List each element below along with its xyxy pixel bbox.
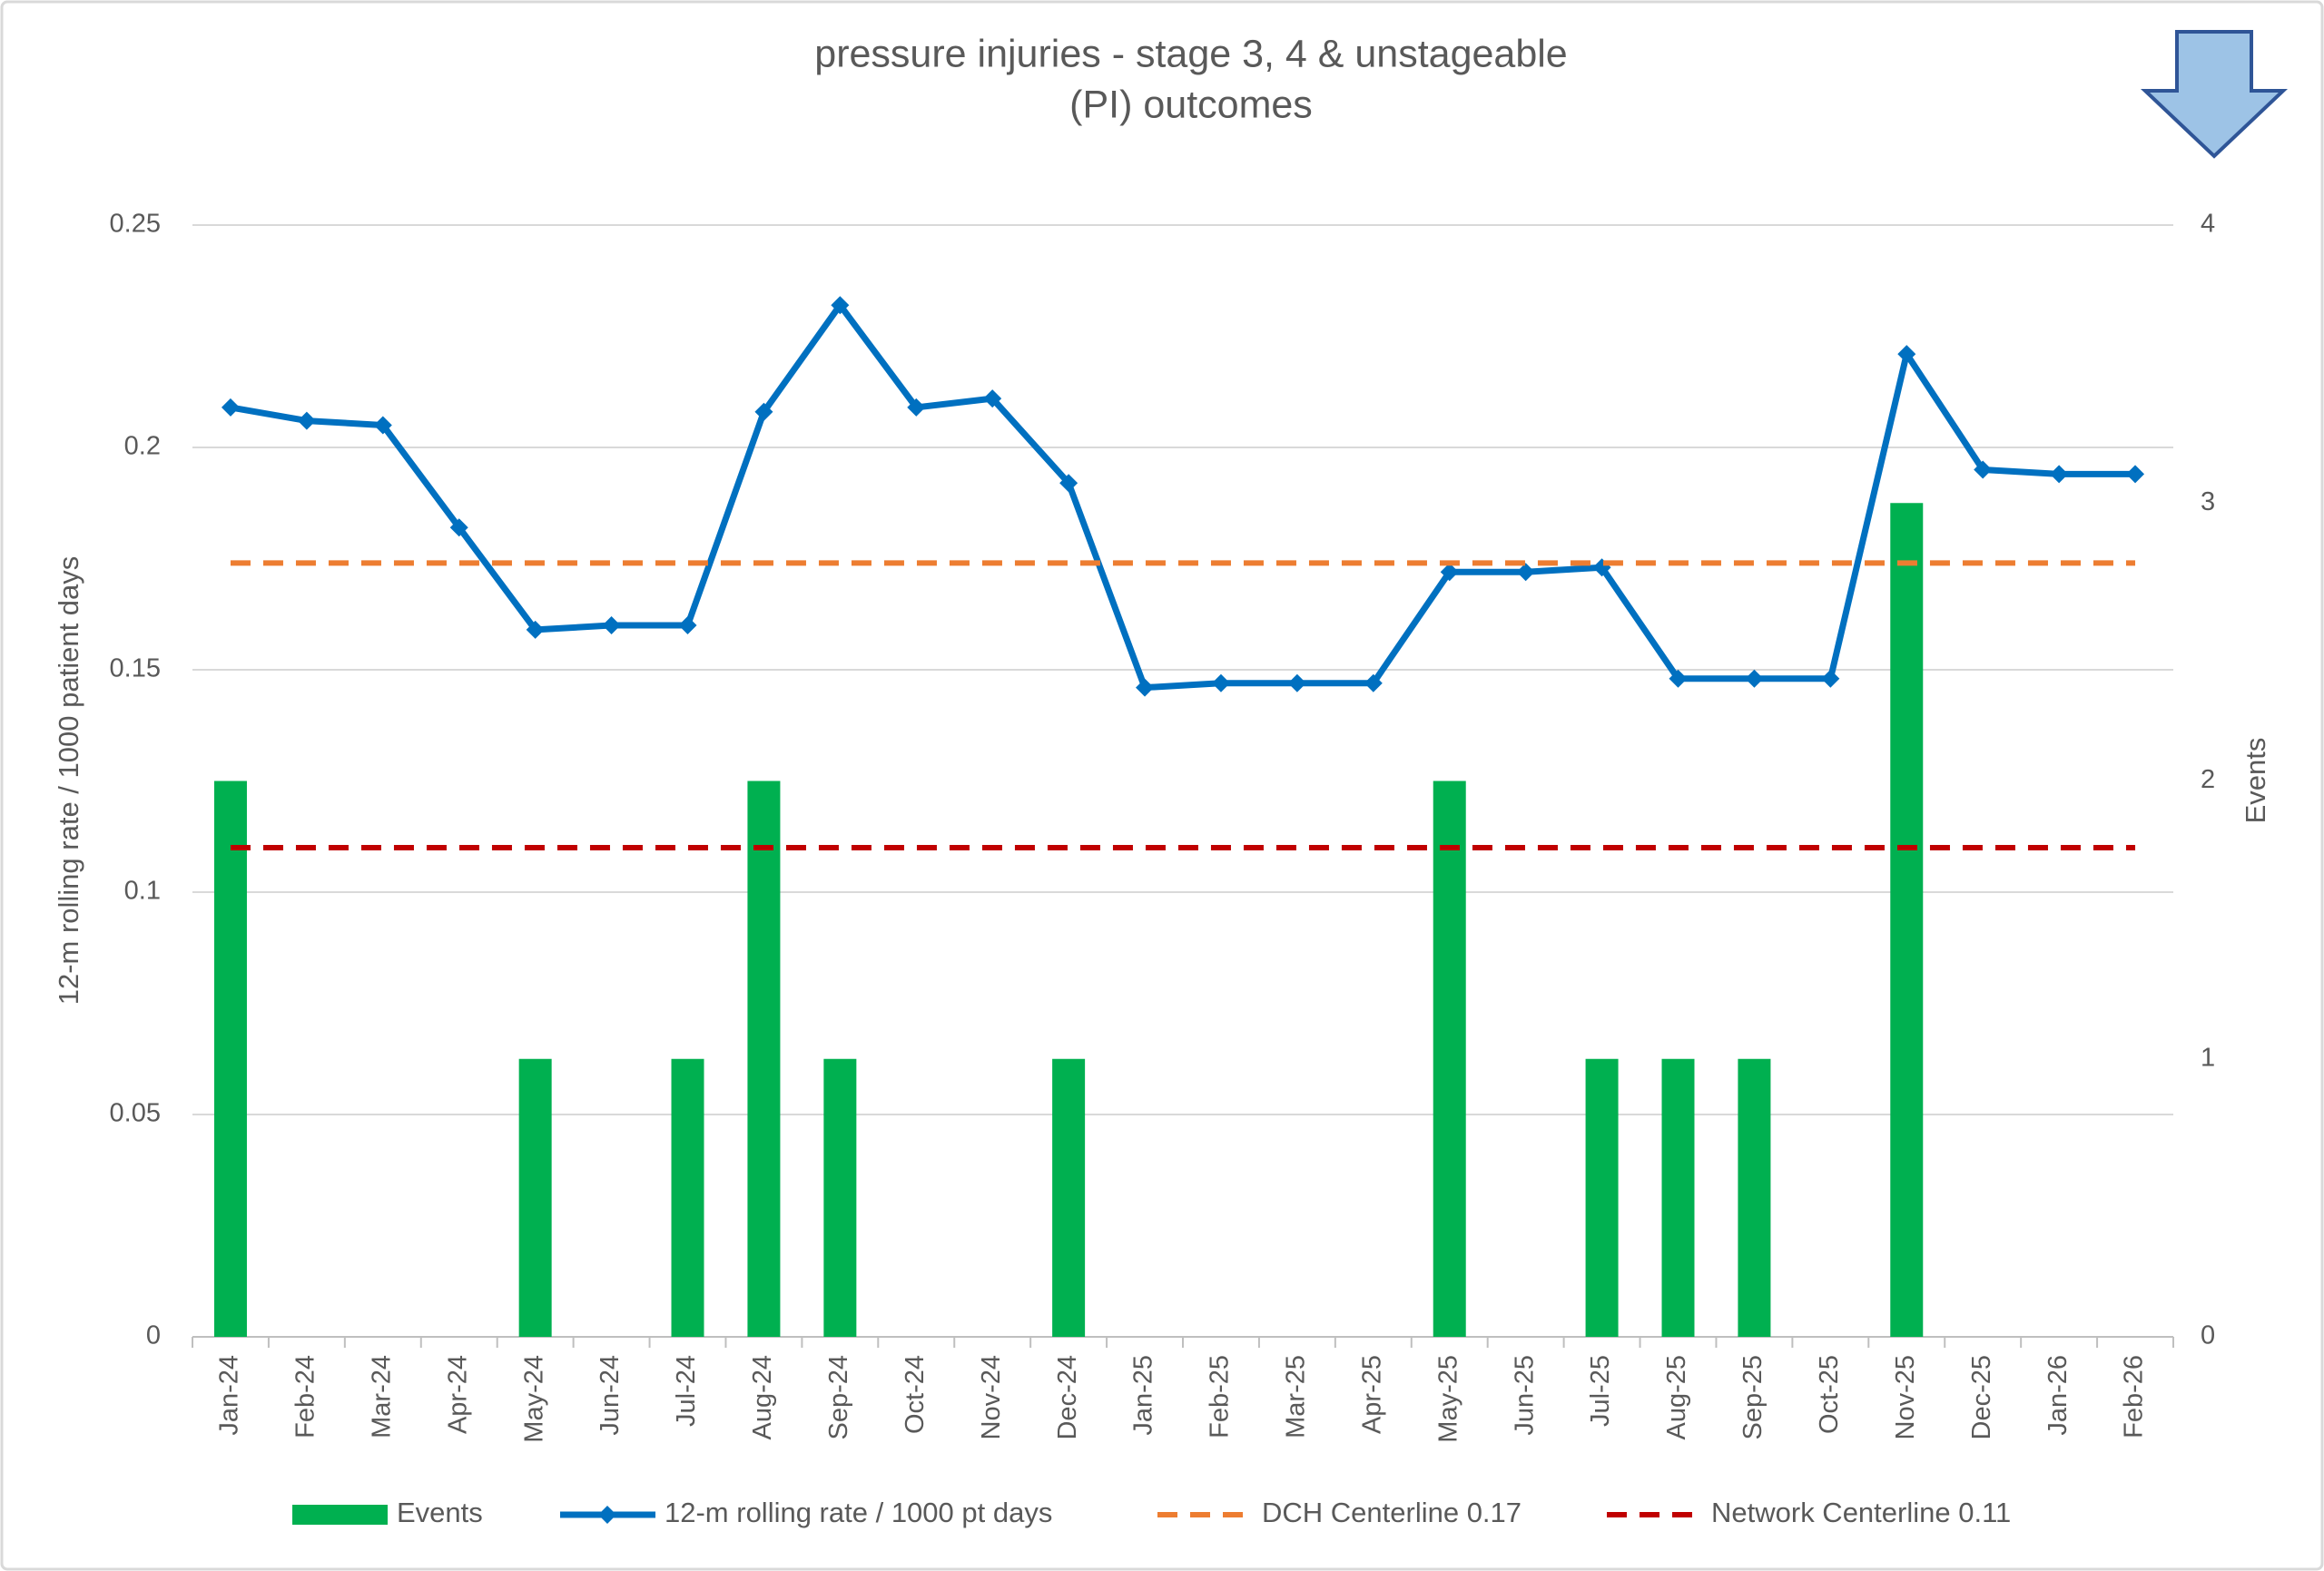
x-tick-label: Jul-25 [1586, 1355, 1615, 1427]
line-marker [754, 402, 773, 421]
line-marker [678, 616, 697, 634]
line-marker [2050, 465, 2069, 484]
y-tick-label: 0.25 [110, 210, 161, 239]
line-marker [221, 398, 240, 417]
legend-swatch [598, 1506, 616, 1524]
legend-label: Events [397, 1497, 483, 1528]
line-marker [1974, 460, 1993, 479]
line-marker [1821, 669, 1840, 688]
chart-title: (PI) outcomes [1069, 83, 1313, 126]
y2-tick-label: 1 [2201, 1043, 2215, 1072]
line-marker [1136, 678, 1155, 697]
x-tick-label: Jul-24 [672, 1355, 701, 1427]
y2-tick-label: 2 [2201, 765, 2215, 794]
y-tick-label: 0.15 [110, 654, 161, 683]
legend-swatch [292, 1505, 388, 1525]
bar [213, 781, 247, 1337]
line-marker [983, 389, 1002, 408]
line-marker [1745, 669, 1764, 688]
line-marker [1897, 345, 1916, 364]
x-tick-label: Jun-25 [1510, 1355, 1539, 1436]
x-tick-label: Aug-24 [748, 1355, 777, 1440]
line-marker [297, 411, 316, 430]
line-marker [526, 620, 545, 639]
x-tick-label: Jan-26 [2043, 1355, 2073, 1436]
line-marker [907, 398, 926, 417]
x-tick-label: Dec-24 [1053, 1355, 1082, 1440]
x-tick-label: Apr-24 [443, 1355, 472, 1434]
x-tick-label: Nov-24 [977, 1355, 1006, 1440]
x-tick-label: May-25 [1433, 1355, 1462, 1443]
x-tick-label: Sep-24 [824, 1355, 853, 1440]
bar [1433, 781, 1466, 1337]
bar [1585, 1058, 1619, 1337]
y-tick-label: 0.1 [124, 877, 161, 906]
x-tick-label: Feb-25 [1206, 1355, 1235, 1438]
down-arrow-icon [2140, 30, 2289, 159]
y-tick-label: 0.2 [124, 432, 161, 461]
line-marker [831, 296, 850, 315]
legend-label: 12-m rolling rate / 1000 pt days [665, 1497, 1052, 1528]
x-tick-label: Feb-26 [2120, 1355, 2149, 1438]
line-marker [602, 616, 621, 634]
x-tick-label: Jun-24 [596, 1355, 625, 1436]
line-marker [1287, 673, 1306, 692]
legend-label: DCH Centerline 0.17 [1262, 1497, 1521, 1528]
line-marker [1364, 673, 1383, 692]
line-marker [2126, 465, 2145, 484]
y2-tick-label: 3 [2201, 487, 2215, 516]
line-marker [449, 518, 468, 537]
x-tick-label: Oct-24 [901, 1355, 930, 1434]
x-tick-label: Jan-24 [215, 1355, 244, 1436]
line-marker [1211, 673, 1230, 692]
line [230, 301, 2136, 692]
bar [518, 1058, 552, 1337]
x-tick-label: Sep-25 [1738, 1355, 1768, 1440]
x-tick-label: Mar-24 [367, 1355, 396, 1438]
x-tick-label: May-24 [519, 1355, 548, 1443]
legend-label: Network Centerline 0.11 [1711, 1497, 2011, 1528]
line-marker [1669, 669, 1688, 688]
y-axis-title: 12-m rolling rate / 1000 patient days [53, 556, 84, 1006]
bar [823, 1058, 857, 1337]
bar [1661, 1058, 1695, 1337]
x-tick-label: Jan-25 [1129, 1355, 1158, 1436]
line-marker [1516, 563, 1535, 582]
x-tick-label: Dec-25 [1967, 1355, 1996, 1440]
bar [747, 781, 781, 1337]
line-marker [1440, 563, 1459, 582]
chart-title: pressure injuries - stage 3, 4 & unstage… [814, 32, 1567, 75]
bar [1738, 1058, 1771, 1337]
x-tick-label: Apr-25 [1357, 1355, 1386, 1434]
bar [1890, 503, 1924, 1337]
y-tick-label: 0.05 [110, 1099, 161, 1128]
line-marker [373, 416, 392, 435]
bar [671, 1058, 704, 1337]
y2-tick-label: 0 [2201, 1321, 2215, 1350]
x-tick-label: Oct-25 [1815, 1355, 1844, 1434]
x-tick-label: Aug-25 [1662, 1355, 1691, 1440]
x-tick-label: Feb-24 [291, 1355, 320, 1438]
bar [1052, 1058, 1086, 1337]
x-tick-label: Nov-25 [1891, 1355, 1920, 1440]
y2-tick-label: 4 [2201, 210, 2215, 239]
y-tick-label: 0 [146, 1321, 161, 1350]
line-marker [1059, 474, 1078, 493]
x-tick-label: Mar-25 [1282, 1355, 1311, 1438]
y2-axis-title: Events [2240, 738, 2271, 824]
